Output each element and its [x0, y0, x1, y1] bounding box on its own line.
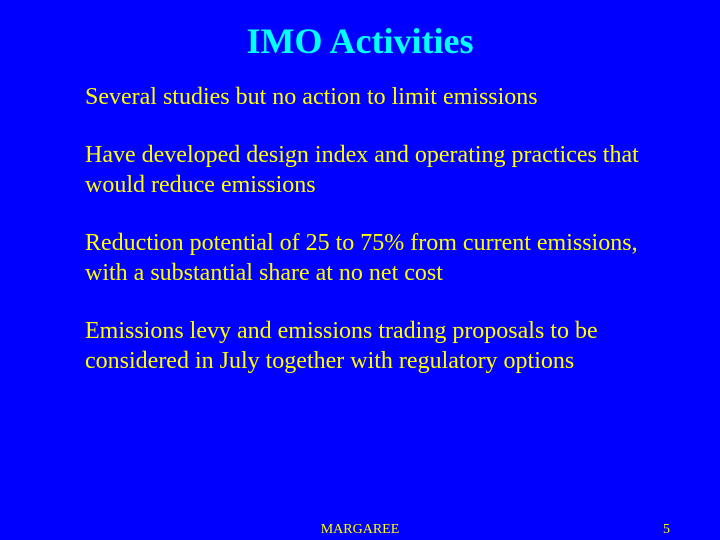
slide-title: IMO Activities: [120, 0, 600, 72]
footer-label: MARGAREE: [321, 522, 400, 538]
page-number: 5: [663, 522, 670, 538]
bullet-item: Reduction potential of 25 to 75% from cu…: [85, 228, 665, 288]
bullet-item: Have developed design index and operatin…: [85, 140, 665, 200]
bullet-item: Emissions levy and emissions trading pro…: [85, 316, 665, 376]
slide-content: Several studies but no action to limit e…: [0, 72, 720, 376]
bullet-item: Several studies but no action to limit e…: [85, 82, 665, 112]
